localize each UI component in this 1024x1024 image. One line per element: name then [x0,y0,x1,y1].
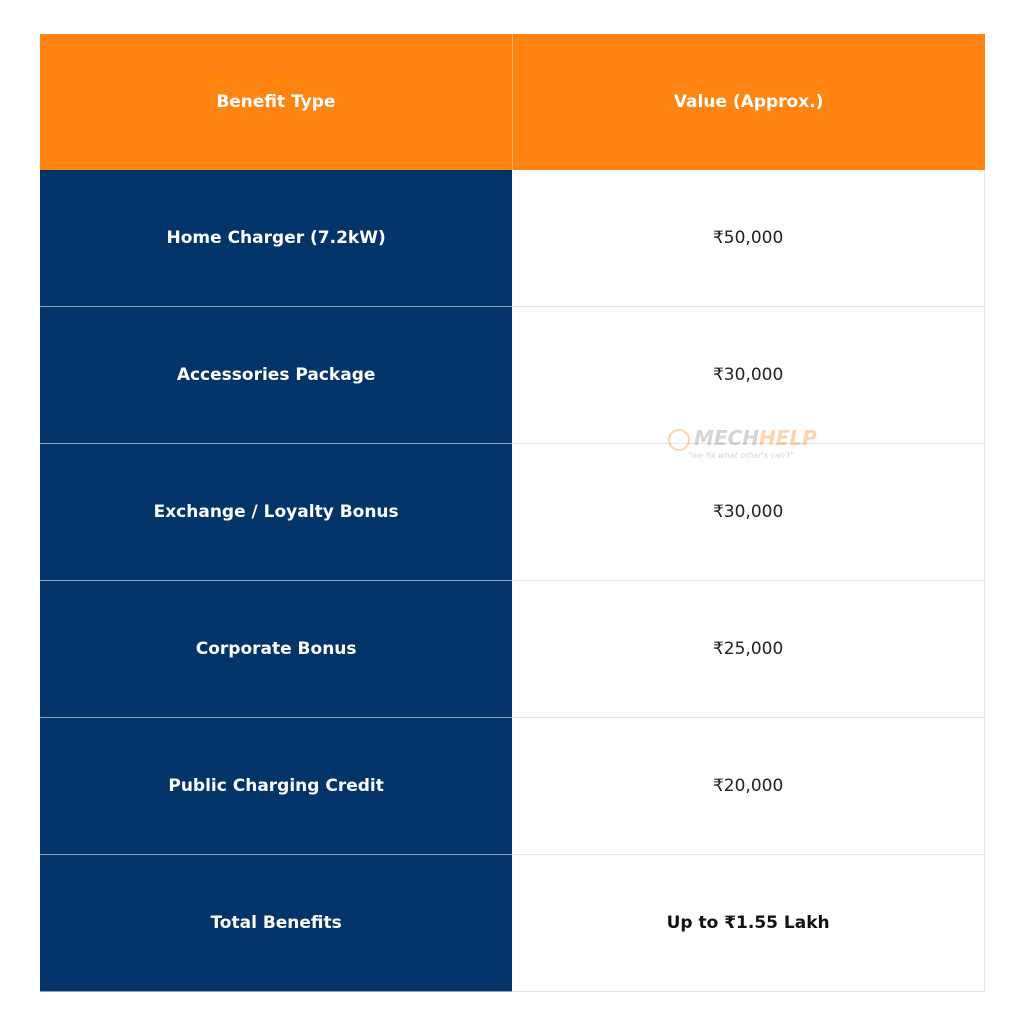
value-cell: ₹30,000 [512,443,986,581]
table-row-total: Total Benefits Up to ₹1.55 Lakh [40,854,986,992]
table-row: Exchange / Loyalty Bonus ₹30,000 [40,443,986,581]
benefit-cell: Exchange / Loyalty Bonus [40,443,513,581]
benefit-cell: Total Benefits [40,854,513,992]
benefits-table: Benefit Type Value (Approx.) Home Charge… [40,34,986,992]
table-row: Home Charger (7.2kW) ₹50,000 [40,170,986,307]
table-row: Public Charging Credit ₹20,000 [40,717,986,855]
benefit-cell: Corporate Bonus [40,580,513,718]
benefit-cell: Accessories Package [40,306,513,444]
benefit-cell: Home Charger (7.2kW) [40,170,513,307]
table-row: Accessories Package ₹30,000 [40,306,986,444]
table-header-row: Benefit Type Value (Approx.) [40,34,985,170]
value-cell: ₹25,000 [512,580,986,718]
header-benefit-type: Benefit Type [40,34,513,170]
value-cell: Up to ₹1.55 Lakh [512,854,986,992]
benefit-cell: Public Charging Credit [40,717,513,855]
table-row: Corporate Bonus ₹25,000 [40,580,986,718]
value-cell: ₹20,000 [512,717,986,855]
value-cell: ₹50,000 [512,170,986,307]
value-cell: ₹30,000 [512,306,986,444]
header-value: Value (Approx.) [512,34,985,170]
